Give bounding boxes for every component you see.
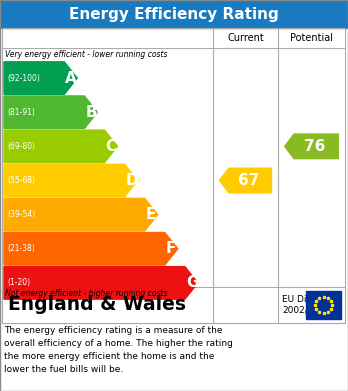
Polygon shape [4, 198, 158, 231]
Polygon shape [285, 134, 338, 159]
Text: Current: Current [227, 33, 264, 43]
Polygon shape [220, 168, 271, 193]
Bar [0, 0, 348, 28]
Text: F: F [166, 241, 176, 256]
Polygon shape [4, 130, 118, 163]
Polygon shape [4, 164, 137, 197]
Text: (21-38): (21-38) [7, 244, 35, 253]
Text: (69-80): (69-80) [7, 142, 35, 151]
Text: Not energy efficient - higher running costs: Not energy efficient - higher running co… [5, 289, 167, 298]
Text: 67: 67 [238, 173, 259, 188]
Polygon shape [4, 96, 97, 129]
Text: (81-91): (81-91) [7, 108, 35, 117]
Text: The energy efficiency rating is a measure of the
overall efficiency of a home. T: The energy efficiency rating is a measur… [4, 326, 233, 373]
Text: Very energy efficient - lower running costs: Very energy efficient - lower running co… [5, 50, 167, 59]
Polygon shape [4, 62, 77, 94]
Text: Potential: Potential [290, 33, 333, 43]
Text: EU Directive
2002/91/EC: EU Directive 2002/91/EC [282, 295, 338, 315]
Text: (1-20): (1-20) [7, 278, 30, 287]
Text: 76: 76 [304, 139, 325, 154]
Text: D: D [126, 173, 138, 188]
Text: B: B [85, 105, 97, 120]
Text: Energy Efficiency Rating: Energy Efficiency Rating [69, 7, 279, 22]
Text: C: C [105, 139, 117, 154]
Polygon shape [4, 267, 198, 299]
Text: A: A [65, 70, 77, 86]
Text: (39-54): (39-54) [7, 210, 35, 219]
Polygon shape [4, 233, 178, 265]
Text: (92-100): (92-100) [7, 74, 40, 83]
Bar [2, 287, 345, 323]
Bar [2, 28, 345, 323]
Text: E: E [146, 207, 156, 222]
Text: England & Wales: England & Wales [8, 296, 186, 314]
Text: (55-68): (55-68) [7, 176, 35, 185]
Bar [306, 291, 341, 319]
Text: G: G [186, 275, 198, 291]
